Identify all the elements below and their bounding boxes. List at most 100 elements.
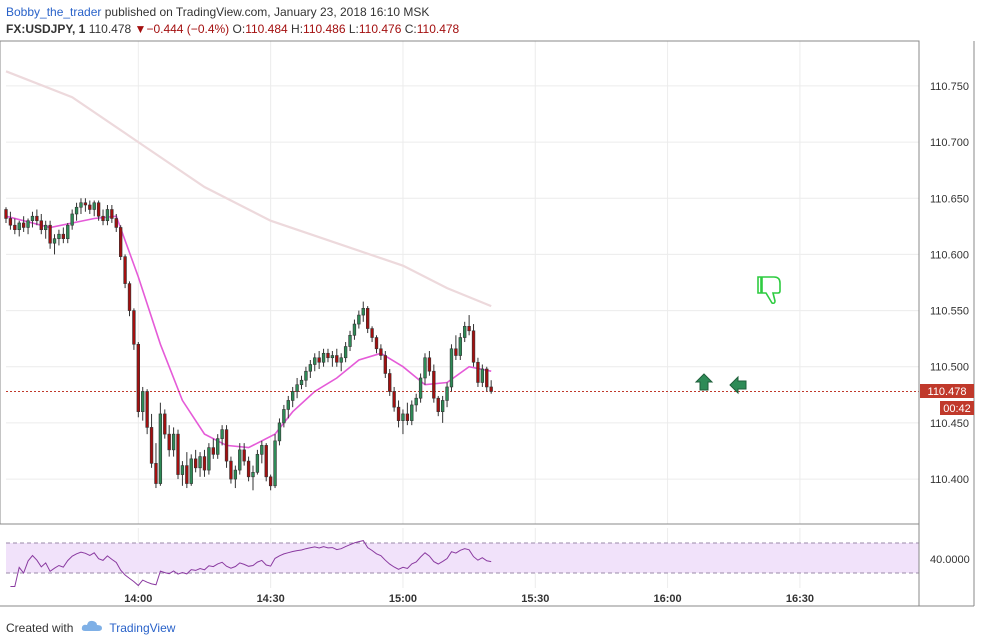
tradingview-logo-icon	[81, 619, 103, 636]
candle-body	[330, 355, 335, 359]
candle-body	[405, 413, 410, 421]
candle-body	[260, 445, 264, 455]
open-label: O:	[232, 22, 246, 36]
candle-body	[251, 472, 255, 478]
candle-body	[246, 460, 251, 478]
candle-body	[264, 445, 268, 478]
candle-body	[220, 429, 224, 439]
candle-body	[189, 458, 193, 484]
candle-body	[136, 343, 140, 412]
candle-body	[4, 209, 8, 219]
candle-body	[21, 222, 26, 228]
candle-body	[432, 370, 436, 399]
candle-body	[489, 386, 493, 392]
candle-body	[101, 215, 105, 222]
candle-body	[339, 357, 343, 363]
tradingview-link[interactable]: TradingView	[109, 620, 176, 635]
candle-body	[88, 204, 92, 210]
candle-body	[463, 326, 467, 338]
candle-body	[291, 391, 295, 401]
candle-body	[176, 433, 180, 475]
candle-body	[449, 348, 454, 388]
candle-body	[154, 463, 158, 484]
candle-body	[110, 209, 114, 219]
candle-body	[352, 323, 357, 336]
candle-body	[39, 220, 43, 231]
down-triangle-icon: ▼	[134, 22, 147, 36]
candle-body	[202, 456, 207, 471]
candle-body	[92, 202, 96, 210]
candle-body	[374, 337, 379, 350]
candle-body	[52, 238, 57, 244]
price-tick-label: 110.700	[930, 137, 969, 149]
candle-body	[388, 373, 392, 392]
candle-body	[141, 391, 145, 412]
candle-body	[48, 224, 52, 244]
candle-body	[198, 456, 202, 469]
publish-info: Bobby_the_trader published on TradingVie…	[6, 5, 429, 19]
candle-body	[145, 391, 149, 428]
annotations	[694, 276, 781, 395]
candle-body	[401, 413, 405, 421]
thumbs-down-icon	[757, 276, 781, 305]
candle-body	[343, 346, 348, 359]
open-value: 110.484	[245, 22, 288, 36]
candle-body	[149, 427, 154, 464]
candle-body	[423, 357, 427, 379]
created-with-text: Created with	[6, 620, 74, 635]
rsi-line	[10, 540, 492, 587]
candle-body	[295, 384, 299, 392]
price-tick-label: 110.750	[930, 81, 969, 93]
candle-body	[383, 355, 387, 374]
candle-body	[229, 460, 233, 480]
change-value: −0.444 (−0.4%)	[146, 22, 230, 36]
candle-body	[418, 377, 423, 399]
price-axis[interactable]: 110.750 110.700 110.650 110.600 110.550 110.5…	[930, 81, 969, 486]
candle-body	[286, 400, 290, 410]
candle-body	[70, 213, 74, 226]
candle-body	[313, 357, 317, 365]
footer: Created with TradingView	[6, 619, 175, 636]
candle-body	[242, 449, 246, 462]
candle-body	[26, 220, 30, 228]
candle-body	[224, 429, 229, 462]
high-label: H:	[291, 22, 304, 36]
rsi-level-label: 40.0000	[930, 554, 970, 566]
grid	[6, 41, 919, 588]
candle-body	[379, 348, 383, 356]
ma-slow-line	[5, 70, 492, 308]
candle-body	[326, 352, 330, 359]
candle-body	[476, 361, 480, 383]
candle-body	[414, 397, 418, 406]
candle-body	[119, 227, 123, 257]
candle-body	[74, 206, 79, 215]
time-axis[interactable]: 14:00 14:30 15:00 15:30 16:00 16:30	[124, 593, 814, 605]
candle-body	[370, 328, 374, 338]
candle-body	[30, 215, 35, 222]
close-label: C:	[404, 22, 417, 36]
time-tick-label: 15:00	[389, 593, 417, 605]
candle-body	[410, 404, 414, 421]
candle-body	[8, 218, 13, 226]
price-tick-label: 110.450	[930, 418, 969, 430]
close-value: 110.478	[416, 22, 460, 36]
candle-body	[123, 256, 127, 284]
low-label: L:	[348, 22, 359, 36]
candles	[4, 198, 493, 491]
candle-body	[299, 379, 304, 386]
candle-body	[163, 413, 167, 435]
symbol-label: FX:USDJPY, 1	[6, 22, 86, 36]
candle-body	[171, 433, 176, 451]
candle-body	[207, 447, 211, 471]
candle-body	[392, 391, 396, 408]
candle-body	[13, 224, 17, 231]
price-tick-label: 110.650	[930, 193, 969, 205]
candle-body	[127, 283, 132, 311]
candle-body	[158, 413, 163, 484]
candle-body	[485, 368, 489, 388]
author-link[interactable]: Bobby_the_trader	[6, 5, 102, 19]
candle-body	[308, 364, 313, 372]
arrow-left-icon	[729, 375, 747, 395]
candle-body	[132, 310, 136, 345]
